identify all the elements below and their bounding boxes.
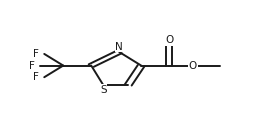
Text: O: O: [165, 35, 173, 45]
Text: F: F: [29, 61, 35, 71]
Text: N: N: [115, 42, 123, 52]
Text: S: S: [100, 85, 107, 95]
Text: F: F: [33, 49, 39, 59]
Text: F: F: [33, 72, 39, 82]
Text: O: O: [189, 61, 197, 71]
